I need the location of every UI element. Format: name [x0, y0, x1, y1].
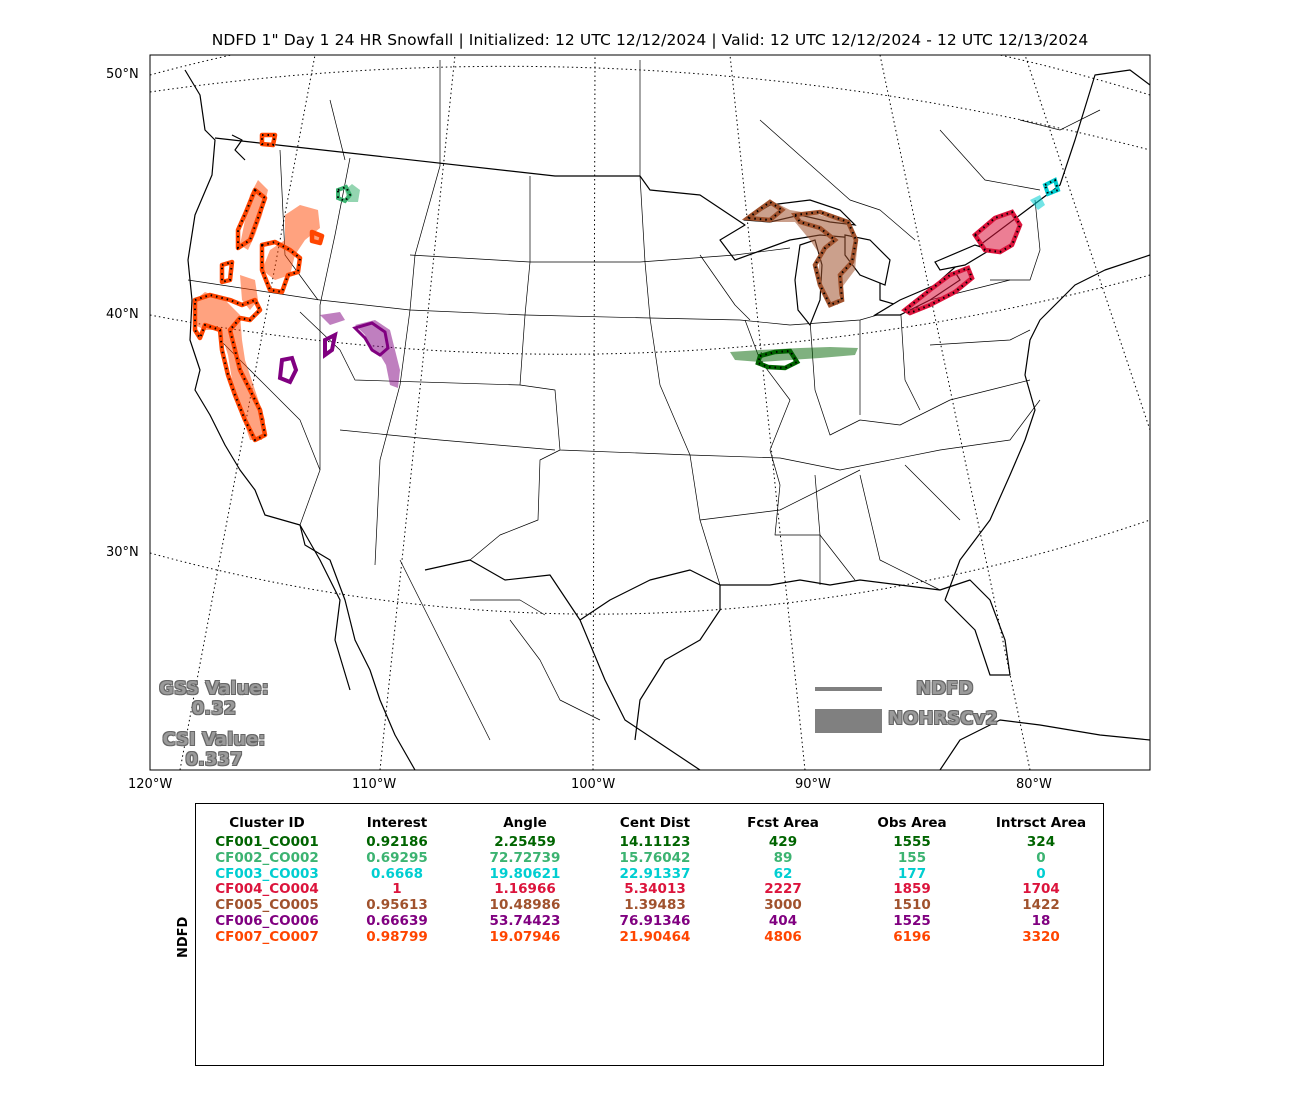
table-cell-r0-c3: 14.11123: [619, 834, 691, 850]
table-cell-r2-c2: 19.80621: [489, 865, 561, 882]
table-cell-r3-c1: 1: [392, 881, 402, 898]
table-cell-r4-c0: CF005_CO005: [215, 897, 319, 914]
cluster-cf007-ndfd-dots: [194, 134, 302, 442]
table-cell-r1-c1: 0.69295: [366, 849, 428, 866]
gss-label: GSS Value:: [159, 678, 269, 699]
table-cell-r1-c3: 15.76042: [619, 849, 691, 866]
table-cell-r6-c1: 0.98799: [366, 928, 428, 945]
table-header-4: Fcst Area: [747, 815, 819, 831]
table-cell-r6-c3: 21.90464: [619, 928, 691, 945]
csi-label: CSI Value:: [162, 729, 266, 750]
legend-nohrsc-label: NOHRSCv2: [888, 708, 998, 729]
table-cell-r4-c4: 3000: [764, 897, 802, 914]
cluster-cf003: [1030, 177, 1061, 210]
table-cell-r0-c6: 324: [1026, 834, 1056, 850]
cluster-cf006: [277, 312, 400, 388]
table-cell-r0-c0: CF001_CO001: [215, 834, 319, 850]
lon-label-110: 110°W: [352, 777, 397, 792]
table-cell-r4-c1: 0.95613: [366, 897, 428, 914]
table-cell-r2-c5: 177: [897, 865, 927, 882]
table-header-2: Angle: [503, 815, 547, 831]
lon-label-80: 80°W: [1016, 777, 1052, 792]
table-cell-r1-c2: 72.72739: [489, 849, 561, 866]
table-cell-r5-c5: 1525: [893, 913, 931, 929]
table-ylabel: NDFD: [176, 916, 191, 958]
table-cell-r4-c5: 1510: [893, 897, 931, 914]
snowfall-map: [149, 54, 1151, 771]
gss-value: 0.32: [191, 698, 237, 719]
table-cell-r5-c0: CF006_CO006: [215, 913, 319, 929]
country-outlines: [184, 69, 1150, 770]
table-cell-r6-c0: CF007_CO007: [215, 928, 319, 945]
lat-label-30: 30°N: [106, 545, 139, 560]
table-cell-r3-c6: 1704: [1022, 881, 1060, 898]
table-cell-r4-c2: 10.48986: [489, 897, 561, 914]
cluster-cf004: [901, 209, 1023, 316]
legend-ndfd-label: NDFD: [916, 678, 974, 699]
table-header-6: Intrsct Area: [995, 815, 1087, 831]
table-cell-r3-c3: 5.34013: [624, 881, 686, 898]
table-header-5: Obs Area: [877, 815, 947, 831]
map-frame: [149, 54, 1151, 771]
table-cell-r2-c6: 0: [1036, 865, 1046, 882]
table-cell-r5-c2: 53.74423: [489, 913, 561, 929]
table-cell-r1-c5: 155: [897, 849, 927, 866]
table-cell-r1-c6: 0: [1036, 849, 1046, 866]
lon-label-120: 120°W: [128, 777, 173, 792]
csi-value: 0.337: [185, 749, 243, 770]
table-cell-r3-c4: 2227: [764, 881, 802, 898]
table-cell-r3-c2: 1.16966: [494, 881, 556, 898]
table-cell-r3-c5: 1859: [893, 881, 931, 898]
table-cell-r2-c0: CF003_CO003: [215, 865, 319, 882]
table-cell-r0-c2: 2.25459: [494, 834, 556, 850]
table-cell-r2-c4: 62: [773, 865, 793, 882]
table-header-3: Cent Dist: [619, 815, 691, 831]
table-cell-r6-c4: 4806: [764, 928, 802, 945]
table-cell-r0-c4: 429: [768, 834, 798, 850]
state-borders: [187, 60, 1101, 741]
cluster-table: [195, 803, 1104, 1066]
table-cell-r5-c6: 18: [1031, 913, 1051, 929]
table-cell-r5-c4: 404: [768, 913, 798, 929]
cluster-cf001: [730, 347, 858, 371]
cluster-cf002: [336, 184, 360, 204]
table-cell-r4-c3: 1.39483: [624, 897, 686, 914]
lat-label-50: 50°N: [106, 67, 139, 82]
table-cell-r5-c1: 0.66639: [366, 913, 428, 929]
legend-fill-swatch: [815, 709, 882, 733]
table-cell-r6-c2: 19.07946: [489, 928, 561, 945]
table-cell-r0-c5: 1555: [893, 834, 931, 850]
table-cell-r5-c3: 76.91346: [619, 913, 691, 929]
table-cell-r3-c0: CF004_CO004: [215, 881, 319, 898]
graticule: [150, 55, 1150, 770]
table-cell-r4-c6: 1422: [1022, 897, 1060, 914]
map-title: NDFD 1" Day 1 24 HR Snowfall | Initializ…: [211, 31, 1089, 49]
lon-label-90: 90°W: [795, 777, 831, 792]
table-cell-r1-c4: 89: [773, 849, 793, 866]
table-cell-r2-c3: 22.91337: [619, 865, 691, 882]
table-cell-r1-c0: CF002_CO002: [215, 849, 319, 866]
lon-label-100: 100°W: [571, 777, 616, 792]
lat-label-40: 40°N: [106, 307, 139, 322]
cluster-cf005: [741, 199, 859, 308]
table-header-1: Interest: [366, 815, 428, 831]
table-cell-r0-c1: 0.92186: [366, 834, 428, 850]
table-cell-r2-c1: 0.6668: [370, 865, 424, 882]
table-cell-r6-c6: 3320: [1022, 928, 1060, 945]
table-header-0: Cluster ID: [229, 815, 305, 831]
table-cell-r6-c5: 6196: [893, 928, 931, 945]
